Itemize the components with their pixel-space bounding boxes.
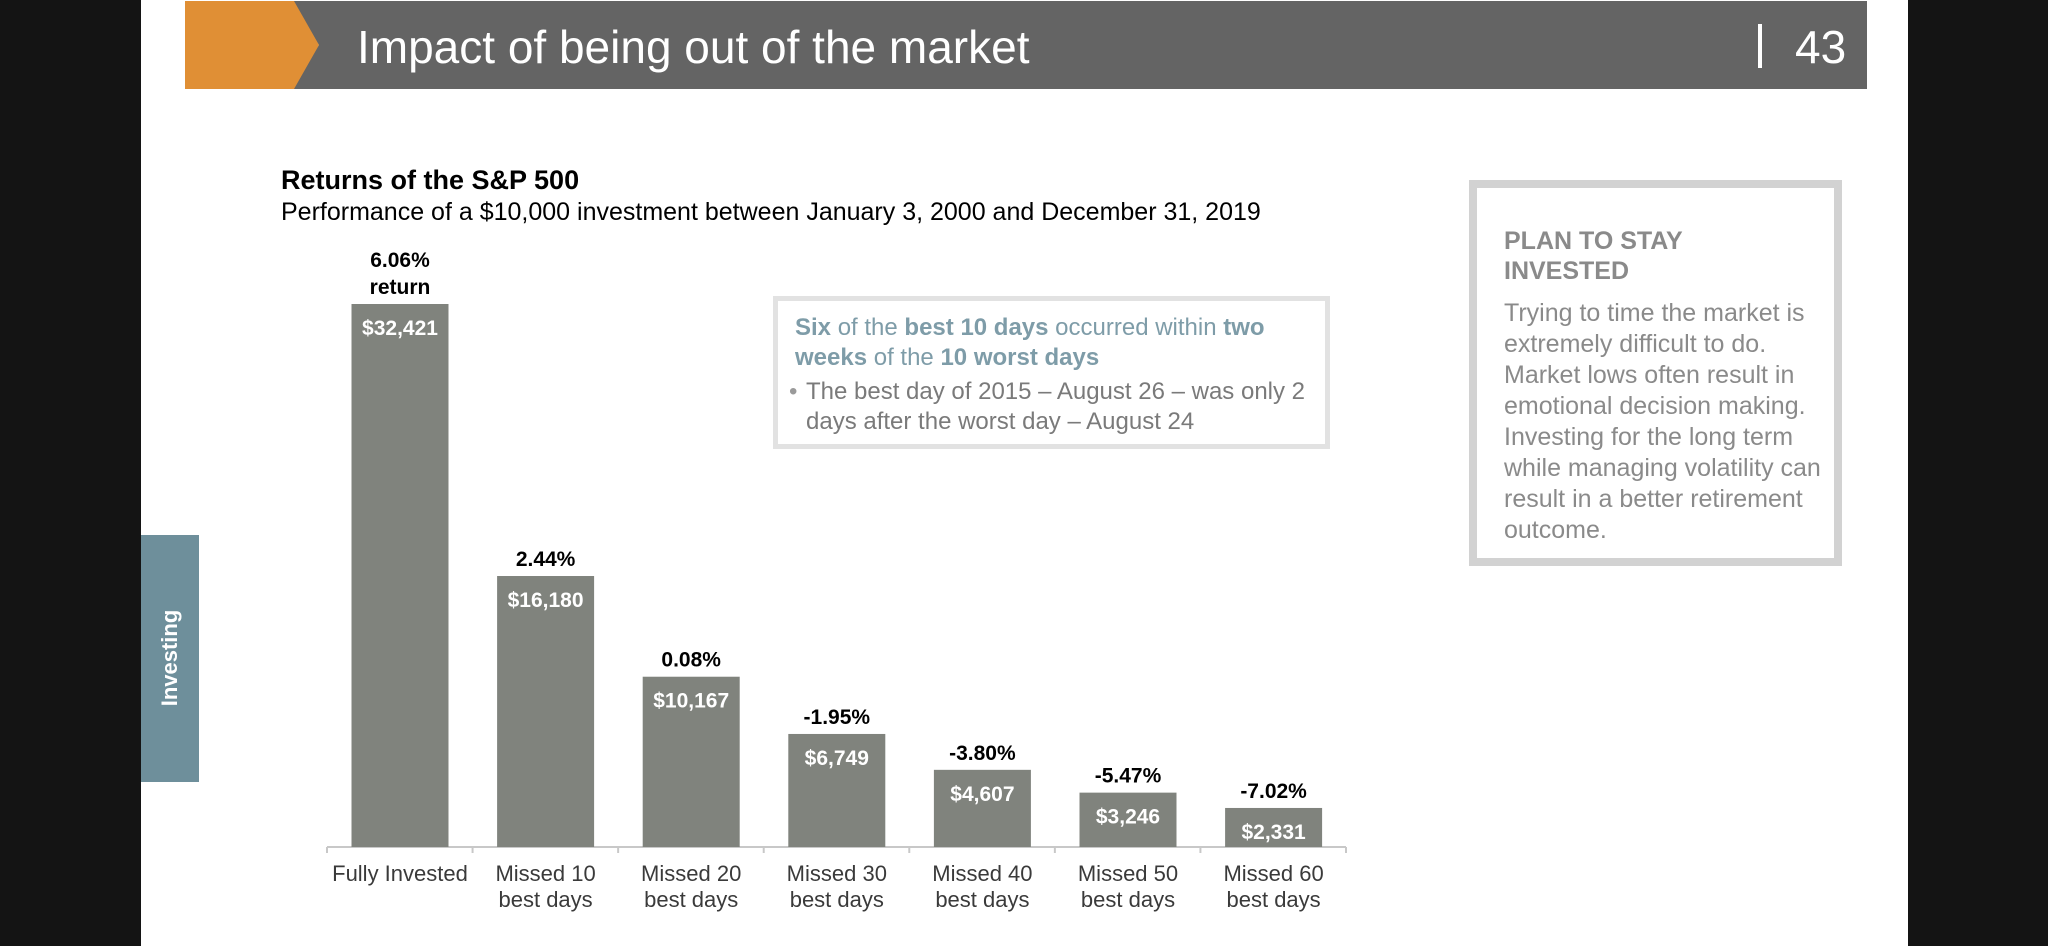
category-label: Fully Invested (332, 861, 468, 886)
category-label: best days (644, 887, 738, 912)
callout-heading-part: occurred within (1048, 314, 1224, 341)
bar-value-label: $10,167 (653, 690, 729, 713)
bar (788, 733, 886, 847)
return-label: -5.47% (1095, 765, 1162, 788)
callout-bullet-text: The best day of 2015 – August 26 – was o… (806, 378, 1306, 435)
bar (351, 304, 449, 847)
category-label: Missed 60 (1223, 861, 1323, 886)
chart-title: Returns of the S&P 500 (281, 165, 580, 195)
callout-heading-part: best 10 days (904, 314, 1049, 341)
category-label: Missed 30 (787, 861, 887, 886)
category-label: Missed 10 (495, 861, 595, 886)
callout-heading-part: of the (867, 344, 941, 371)
category-label: best days (1081, 887, 1175, 912)
category-label: Missed 50 (1078, 861, 1178, 886)
side-box-body: Trying to time the market is extremely d… (1504, 299, 1821, 544)
bar (642, 676, 740, 847)
bar-value-label: $32,421 (362, 317, 438, 340)
plan-to-stay-invested-box: PLAN TO STAY INVESTED Trying to time the… (1469, 180, 1842, 566)
title-divider (1758, 24, 1762, 68)
category-label: best days (935, 887, 1029, 912)
callout-heading-part: of the (831, 314, 905, 341)
category-label: Missed 20 (641, 861, 741, 886)
bar-value-label: $6,749 (805, 747, 869, 770)
category-label: best days (499, 887, 593, 912)
callout-heading: Six of the best 10 days occurred within … (795, 313, 1315, 373)
bar (1079, 792, 1177, 847)
bullet-dot-icon: • (789, 378, 798, 405)
side-tab-investing[interactable]: Investing (141, 535, 199, 782)
category-label: Missed 40 (932, 861, 1032, 886)
bar (1225, 807, 1323, 847)
orange-chevron-shape (185, 1, 319, 89)
category-label: best days (790, 887, 884, 912)
side-box-heading: PLAN TO STAY INVESTED (1504, 227, 1683, 285)
page-number: 43 (1795, 21, 1847, 73)
callout-bullet: • The best day of 2015 – August 26 – was… (789, 377, 1306, 437)
callout-box: Six of the best 10 days occurred within … (773, 296, 1330, 449)
return-label: return (370, 276, 431, 299)
bar (933, 769, 1031, 847)
slide: Impact of being out of the market 43 Inv… (141, 0, 1908, 946)
return-label: 0.08% (661, 649, 721, 672)
bar-value-label: $16,180 (508, 589, 584, 612)
return-label: 2.44% (516, 548, 576, 571)
callout-heading-part: two weeks (795, 314, 1265, 371)
bar-value-label: $2,331 (1241, 821, 1306, 844)
bar-chart: $32,421 6.06% return Fully Invested $16,180 2… (326, 249, 1347, 912)
return-label: -1.95% (804, 706, 871, 729)
chart-subtitle: Performance of a $10,000 investment betw… (281, 198, 1261, 226)
return-label: -3.80% (949, 742, 1016, 765)
category-label: best days (1227, 887, 1321, 912)
callout-heading-part: Six (795, 314, 832, 341)
title-bar (294, 1, 1867, 89)
callout-heading-part: 10 worst days (940, 344, 1100, 371)
slide-title: Impact of being out of the market (357, 21, 1030, 73)
bar-value-label: $3,246 (1096, 806, 1160, 829)
return-label: 6.06% (370, 249, 430, 272)
bar-value-label: $4,607 (950, 783, 1014, 806)
return-label: -7.02% (1240, 780, 1307, 803)
bar (497, 576, 595, 847)
